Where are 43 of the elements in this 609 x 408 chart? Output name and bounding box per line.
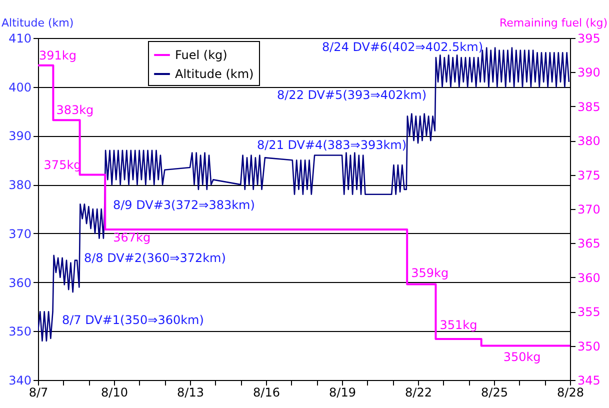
data-label: 350kg (503, 350, 541, 364)
y-axis-title: Altitude (km) (2, 16, 74, 30)
y-tick-label: 400 (8, 80, 32, 94)
y-tick-label: 380 (8, 178, 32, 192)
y2-tick-label: 355 (578, 305, 600, 320)
annotation: 8/7 DV#1(350⇒360km) (62, 313, 204, 327)
x-tick-label: 8/19 (329, 386, 356, 400)
y2-tick-label: 350 (578, 339, 600, 354)
y-tick-label: 360 (8, 276, 32, 290)
y2-tick-label: 395 (578, 32, 600, 46)
annotation: 8/8 DV#2(360⇒372km) (84, 251, 226, 265)
y2-tick-label: 365 (578, 236, 600, 251)
x-tick-label: 8/28 (557, 386, 584, 400)
y2-tick-label: 370 (578, 202, 600, 216)
y2-tick-label: 375 (578, 168, 600, 182)
y2-tick-label: 390 (578, 66, 600, 80)
x-tick-label: 8/13 (177, 386, 204, 400)
y2-tick-label: 360 (578, 270, 600, 285)
x-tick-label: 8/7 (28, 386, 48, 400)
x-tick-label: 8/25 (481, 386, 508, 400)
legend-label: Fuel (kg) (175, 48, 228, 62)
x-tick-label: 8/16 (253, 386, 280, 400)
y-tick-label: 340 (8, 374, 32, 388)
y-tick-label: 350 (8, 324, 32, 339)
x-tick-label: 8/22 (405, 386, 432, 400)
y2-tick-label: 345 (578, 374, 600, 388)
y2-tick-label: 380 (578, 134, 600, 148)
x-tick-label: 8/10 (101, 386, 128, 400)
data-label: 391kg (39, 48, 76, 62)
annotation: 8/22 DV#5(393⇒402km) (277, 88, 427, 102)
data-label: 351kg (440, 318, 478, 332)
data-label: 367kg (113, 230, 151, 245)
y-tick-label: 410 (8, 32, 32, 46)
y-tick-label: 370 (8, 226, 32, 241)
data-label: 383kg (56, 103, 94, 118)
annotation: 8/21 DV#4(383⇒393km) (257, 138, 407, 152)
data-label: 359kg (411, 266, 449, 280)
legend-label: Altitude (km) (175, 67, 254, 81)
y2-tick-label: 385 (578, 100, 600, 114)
annotation: 8/9 DV#3(372⇒383km) (113, 198, 255, 212)
y2-axis-title: Remaining fuel (kg) (499, 16, 608, 30)
y-tick-label: 390 (8, 129, 32, 144)
annotation: 8/24 DV#6(402⇒402.5km) (322, 40, 484, 54)
